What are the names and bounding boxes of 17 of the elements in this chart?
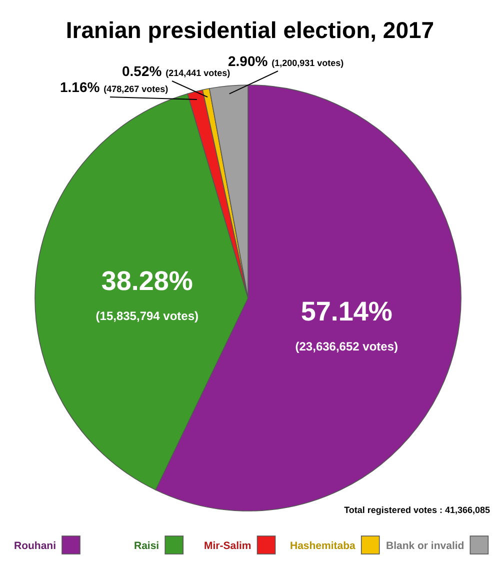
- text: Total registered votes : 41,366,085: [344, 505, 490, 515]
- data-label: 2.90%: [228, 53, 272, 69]
- data-label: 57.14%: [300, 296, 392, 327]
- text: (15,835,794 votes): [96, 308, 199, 323]
- data-label: 0.52%: [122, 63, 166, 79]
- legend-label: Blank or invalid: [386, 540, 464, 552]
- chart-title: Iranian presidential election, 2017: [66, 17, 434, 43]
- data-label: 1.16%: [60, 79, 104, 95]
- legend-label: Mir-Salim: [204, 540, 252, 552]
- text: (214,441 votes): [166, 68, 230, 78]
- data-label: 38.28%: [101, 266, 193, 296]
- legend-label: Raisi: [134, 540, 160, 552]
- legend-label: Hashemitaba: [290, 540, 356, 552]
- legend-label: Rouhani: [14, 540, 56, 552]
- text: (478,267 votes): [104, 84, 168, 94]
- text: (1,200,931 votes): [272, 58, 344, 68]
- text: (23,636,652 votes): [295, 340, 398, 354]
